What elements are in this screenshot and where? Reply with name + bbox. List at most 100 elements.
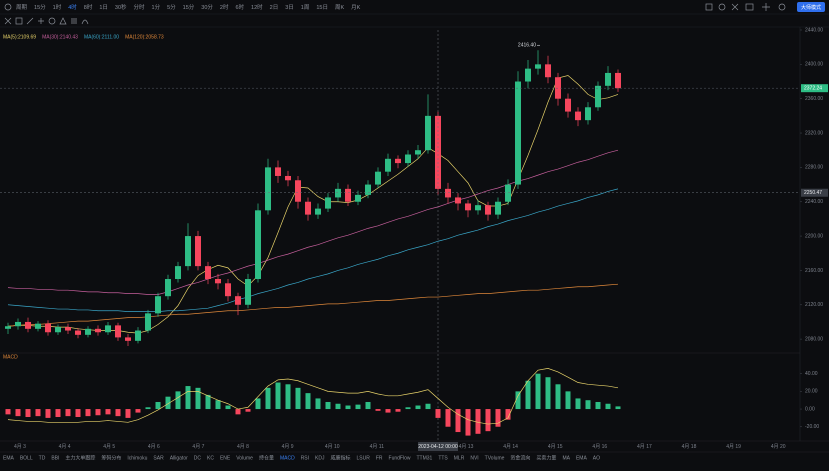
- macd-bar: [265, 387, 271, 410]
- macd-bar: [605, 403, 611, 410]
- macd-bar: [465, 409, 471, 436]
- period-button[interactable]: 8时: [84, 3, 93, 11]
- indicator-tab[interactable]: Ichimoku: [127, 455, 147, 461]
- indicator-tab[interactable]: EMA: [576, 455, 588, 461]
- period-button[interactable]: 12时: [251, 3, 263, 11]
- indicator-tab[interactable]: AO: [593, 455, 600, 461]
- candle-body: [575, 111, 581, 121]
- icon[interactable]: [705, 3, 713, 11]
- period-button[interactable]: 1分: [152, 3, 161, 11]
- tool-icon[interactable]: [26, 17, 34, 25]
- candle-body: [45, 323, 51, 333]
- indicator-tab[interactable]: ENE: [220, 455, 231, 461]
- period-button[interactable]: 1周: [301, 4, 310, 11]
- tool-icon[interactable]: [4, 17, 12, 25]
- indicator-tab[interactable]: 买卖力量: [536, 454, 556, 461]
- macd-bar: [405, 407, 411, 410]
- y-tick-label: 2440.00: [805, 27, 823, 33]
- candle-body: [535, 64, 541, 69]
- period-button[interactable]: 30秒: [115, 3, 127, 11]
- indicator-tab[interactable]: EMA: [3, 455, 15, 461]
- indicator-tab[interactable]: 筹码分布: [101, 454, 121, 461]
- indicator-tab[interactable]: FR: [376, 455, 383, 461]
- master-mode-button[interactable]: [797, 2, 825, 12]
- period-button[interactable]: 1时: [53, 3, 62, 11]
- tool-icon[interactable]: [59, 17, 67, 25]
- indicator-tab[interactable]: TVolume: [485, 455, 505, 461]
- icon[interactable]: [718, 3, 726, 11]
- macd-dif-line: [7, 368, 619, 425]
- tool-icon[interactable]: [48, 17, 56, 25]
- icon[interactable]: [731, 3, 739, 11]
- indicator-tab[interactable]: TTM31: [416, 455, 432, 461]
- candle-body: [85, 328, 91, 335]
- period-button[interactable]: 周期: [16, 4, 28, 11]
- period-button[interactable]: 15分: [34, 3, 46, 11]
- macd-bar: [475, 409, 481, 434]
- icon[interactable]: [778, 3, 786, 11]
- indicator-tab[interactable]: KDJ: [315, 455, 325, 461]
- indicator-tab[interactable]: Alligator: [170, 455, 188, 461]
- indicator-tab[interactable]: MA: [562, 455, 570, 461]
- ma-legend: MA(60):2111.00: [84, 34, 119, 40]
- crosshair-price-label: 2250.47: [804, 190, 822, 196]
- ma-legend: MA(120):2058.73: [125, 34, 164, 40]
- indicator-tab[interactable]: SAR: [153, 455, 164, 461]
- indicator-tab[interactable]: MLR: [454, 455, 465, 461]
- period-button[interactable]: 3日: [285, 4, 294, 11]
- indicator-tab[interactable]: 威廉指标: [330, 454, 350, 461]
- macd-bar: [65, 409, 71, 417]
- period-button[interactable]: 15日: [316, 4, 328, 11]
- period-button[interactable]: 30分: [201, 3, 213, 11]
- indicator-tab[interactable]: 主力大单跟踪: [65, 454, 95, 461]
- icon[interactable]: [745, 3, 754, 11]
- period-button[interactable]: 5分: [167, 3, 176, 11]
- indicator-tab[interactable]: TTS: [438, 455, 448, 461]
- indicator-tab[interactable]: Volume: [236, 455, 253, 461]
- indicator-tab[interactable]: NVI: [470, 455, 478, 461]
- macd-bar: [565, 391, 571, 410]
- x-tick-label: 4月 4: [59, 444, 71, 450]
- candle-body: [215, 279, 221, 284]
- tool-icon[interactable]: [15, 17, 23, 25]
- indicator-tab[interactable]: BBI: [51, 455, 59, 461]
- candle-body: [525, 68, 531, 82]
- period-button[interactable]: 4时: [68, 3, 77, 11]
- indicator-tab[interactable]: RSI: [301, 455, 309, 461]
- x-tick-label: 4月 20: [771, 444, 786, 450]
- indicator-tab[interactable]: LSUR: [357, 455, 371, 461]
- tool-icon[interactable]: [71, 18, 77, 24]
- period-button[interactable]: 分时: [134, 3, 146, 11]
- indicator-tab[interactable]: MACD: [280, 455, 295, 461]
- candle-body: [25, 321, 31, 329]
- indicator-tab[interactable]: FundFlow: [389, 455, 411, 461]
- indicator-tab[interactable]: DC: [194, 455, 202, 461]
- indicator-tab[interactable]: BOLL: [20, 455, 33, 461]
- candle-body: [585, 107, 591, 121]
- max-price-label: 2416.40: [518, 43, 536, 49]
- indicator-tab[interactable]: 持仓量: [259, 454, 274, 461]
- settings-icon[interactable]: [4, 3, 12, 11]
- candle-body: [245, 279, 251, 305]
- candle-body: [365, 184, 371, 195]
- period-button[interactable]: 1日: [99, 4, 108, 11]
- candle-body: [175, 266, 181, 280]
- indicator-tab[interactable]: TD: [39, 455, 46, 461]
- macd-bar: [145, 407, 151, 410]
- indicator-tab[interactable]: KC: [207, 455, 214, 461]
- tool-icon[interactable]: [38, 18, 44, 24]
- tool-icon[interactable]: [81, 19, 89, 25]
- macd-tick-label: 20.00: [805, 389, 818, 395]
- period-button[interactable]: 2时: [220, 3, 229, 11]
- candle-body: [35, 323, 41, 329]
- master-mode-label[interactable]: 大师模式: [801, 4, 821, 11]
- crosshair-price-box: [801, 188, 828, 197]
- period-button[interactable]: 6时: [235, 3, 244, 11]
- macd-bar: [255, 398, 261, 410]
- icon[interactable]: [762, 3, 770, 11]
- indicator-tab[interactable]: 资金流向: [510, 454, 530, 461]
- period-button[interactable]: 周K: [335, 4, 345, 11]
- period-button[interactable]: 15分: [183, 3, 195, 11]
- period-button[interactable]: 月K: [351, 4, 361, 11]
- period-button[interactable]: 2日: [270, 4, 279, 11]
